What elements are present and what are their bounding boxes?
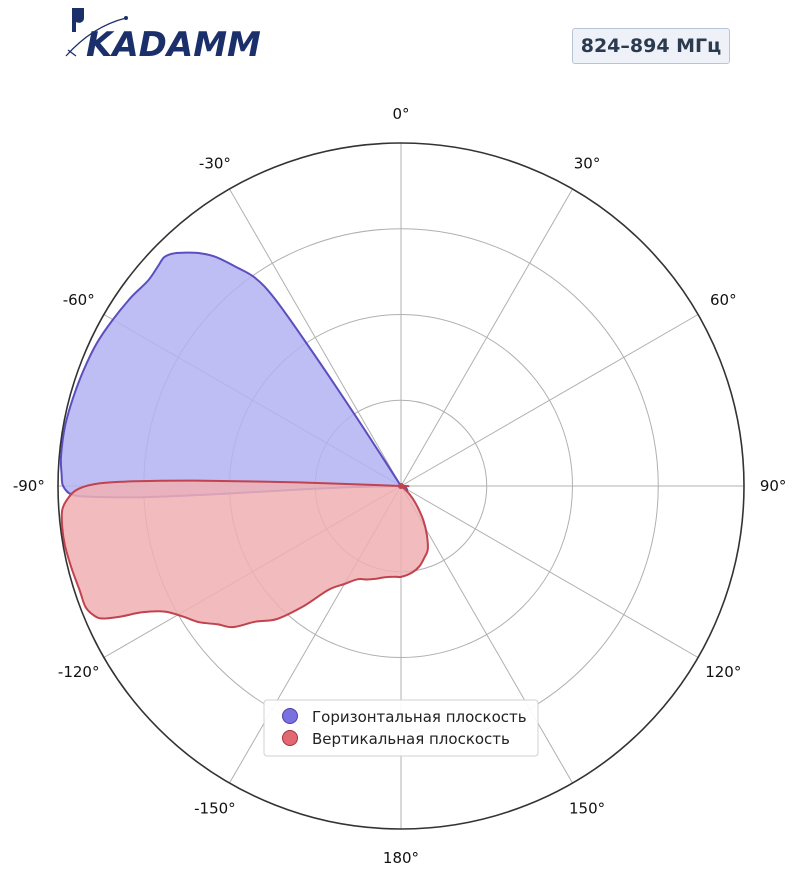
series-vertical-plane bbox=[60, 479, 429, 629]
angular-tick-label: 30° bbox=[574, 155, 601, 173]
angular-tick-label: 0° bbox=[392, 105, 409, 123]
legend-label-vertical: Вертикальная плоскость bbox=[312, 730, 510, 748]
logo-text: KADAMM bbox=[86, 25, 261, 62]
angular-tick-label: -30° bbox=[199, 155, 231, 173]
angular-gridline bbox=[400, 485, 699, 658]
legend-box bbox=[263, 699, 539, 757]
angular-tick-label: 60° bbox=[710, 291, 737, 309]
series-horizontal-plane bbox=[59, 251, 409, 499]
angular-tick-label: 90° bbox=[760, 477, 787, 495]
legend: Горизонтальная плоскость Вертикальная пл… bbox=[263, 699, 539, 757]
frequency-badge: 824–894 МГц bbox=[572, 28, 730, 64]
logo-mark-icon bbox=[65, 8, 128, 57]
angular-gridline bbox=[229, 188, 402, 487]
angular-tick-label: 150° bbox=[569, 799, 605, 817]
outer-ring-layer bbox=[57, 142, 745, 830]
series-layer bbox=[59, 251, 429, 629]
outer-ring bbox=[57, 142, 745, 830]
pole-marker bbox=[398, 483, 404, 489]
angular-tick-label: -90° bbox=[13, 477, 45, 495]
angular-gridline bbox=[400, 314, 699, 487]
legend-marker-horizontal bbox=[282, 708, 298, 724]
legend-marker-vertical bbox=[282, 730, 298, 746]
angular-gridline bbox=[400, 485, 573, 784]
angular-tick-label: 180° bbox=[383, 849, 419, 867]
angular-tick-labels: 0° 30° 60° 90° 120° 150° 180° -150° -120° -90° -60… bbox=[13, 105, 787, 867]
angular-tick-label: 120° bbox=[705, 663, 741, 681]
angular-gridline bbox=[400, 188, 573, 487]
angular-tick-label: -60° bbox=[63, 291, 95, 309]
angular-tick-label: -120° bbox=[58, 663, 100, 681]
angular-tick-label: -150° bbox=[194, 799, 236, 817]
legend-label-horizontal: Горизонтальная плоскость bbox=[312, 708, 527, 726]
kadamm-logo: KADAMM bbox=[65, 8, 261, 62]
